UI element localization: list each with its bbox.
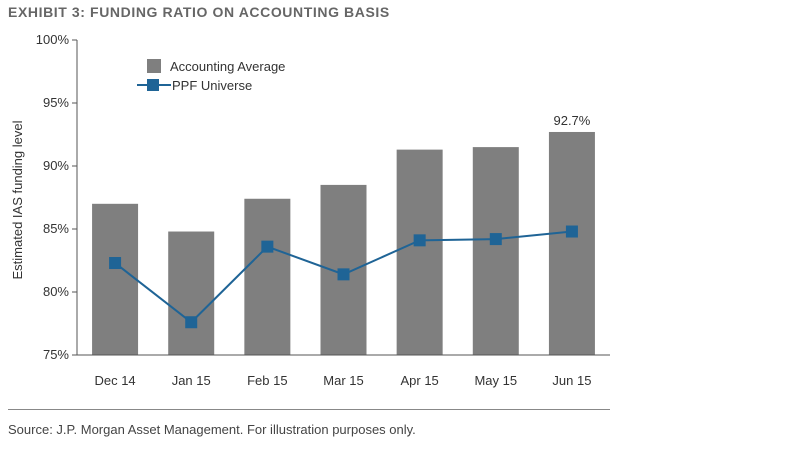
ppf-universe-point — [413, 234, 426, 247]
axes-group — [76, 40, 610, 356]
bar-5 — [472, 147, 519, 355]
x-tick-label: Mar 15 — [323, 373, 363, 388]
legend-marker-ppf-universe — [147, 79, 159, 91]
legend-label-accounting-average: Accounting Average — [170, 59, 285, 74]
y-tick-label: 85% — [43, 221, 69, 236]
x-tick-label: Jun 15 — [552, 373, 591, 388]
y-tick-label: 80% — [43, 284, 69, 299]
line-series-group — [109, 225, 578, 329]
bar-0 — [92, 203, 139, 355]
ppf-universe-point — [109, 257, 122, 270]
bars-group — [92, 131, 595, 355]
divider — [8, 409, 610, 410]
ppf-universe-point — [337, 268, 350, 281]
bar-2 — [244, 198, 291, 355]
x-tick-label: Jan 15 — [172, 373, 211, 388]
legend-label-ppf-universe: PPF Universe — [172, 78, 252, 93]
y-tick-label: 75% — [43, 347, 69, 362]
legend: Accounting Average PPF Universe — [137, 59, 285, 93]
y-tick-label: 100% — [36, 32, 70, 47]
bar-6 — [548, 131, 595, 355]
legend-swatch-accounting-average — [147, 59, 161, 73]
ppf-universe-point — [185, 316, 198, 329]
chart-title: EXHIBIT 3: FUNDING RATIO ON ACCOUNTING B… — [8, 4, 390, 20]
bar-4 — [396, 149, 443, 355]
bar-1 — [168, 231, 215, 355]
annotations-group: 92.7% — [553, 113, 590, 128]
data-label: 92.7% — [553, 113, 590, 128]
y-tick-label: 95% — [43, 95, 69, 110]
y-ticks-group: 75% 80% 85% 90% 95% 100% — [36, 32, 77, 362]
source-note: Source: J.P. Morgan Asset Management. Fo… — [8, 422, 416, 437]
y-axis-label: Estimated IAS funding level — [10, 120, 25, 279]
x-tick-label: May 15 — [474, 373, 517, 388]
x-tick-label: Apr 15 — [400, 373, 438, 388]
y-tick-label: 90% — [43, 158, 69, 173]
x-labels-group: Dec 14 Jan 15 Feb 15 Mar 15 Apr 15 May 15 Jun … — [94, 373, 591, 388]
ppf-universe-point — [261, 240, 274, 253]
x-tick-label: Dec 14 — [94, 373, 135, 388]
x-tick-label: Feb 15 — [247, 373, 287, 388]
ppf-universe-point — [565, 225, 578, 238]
ppf-universe-point — [489, 233, 502, 246]
